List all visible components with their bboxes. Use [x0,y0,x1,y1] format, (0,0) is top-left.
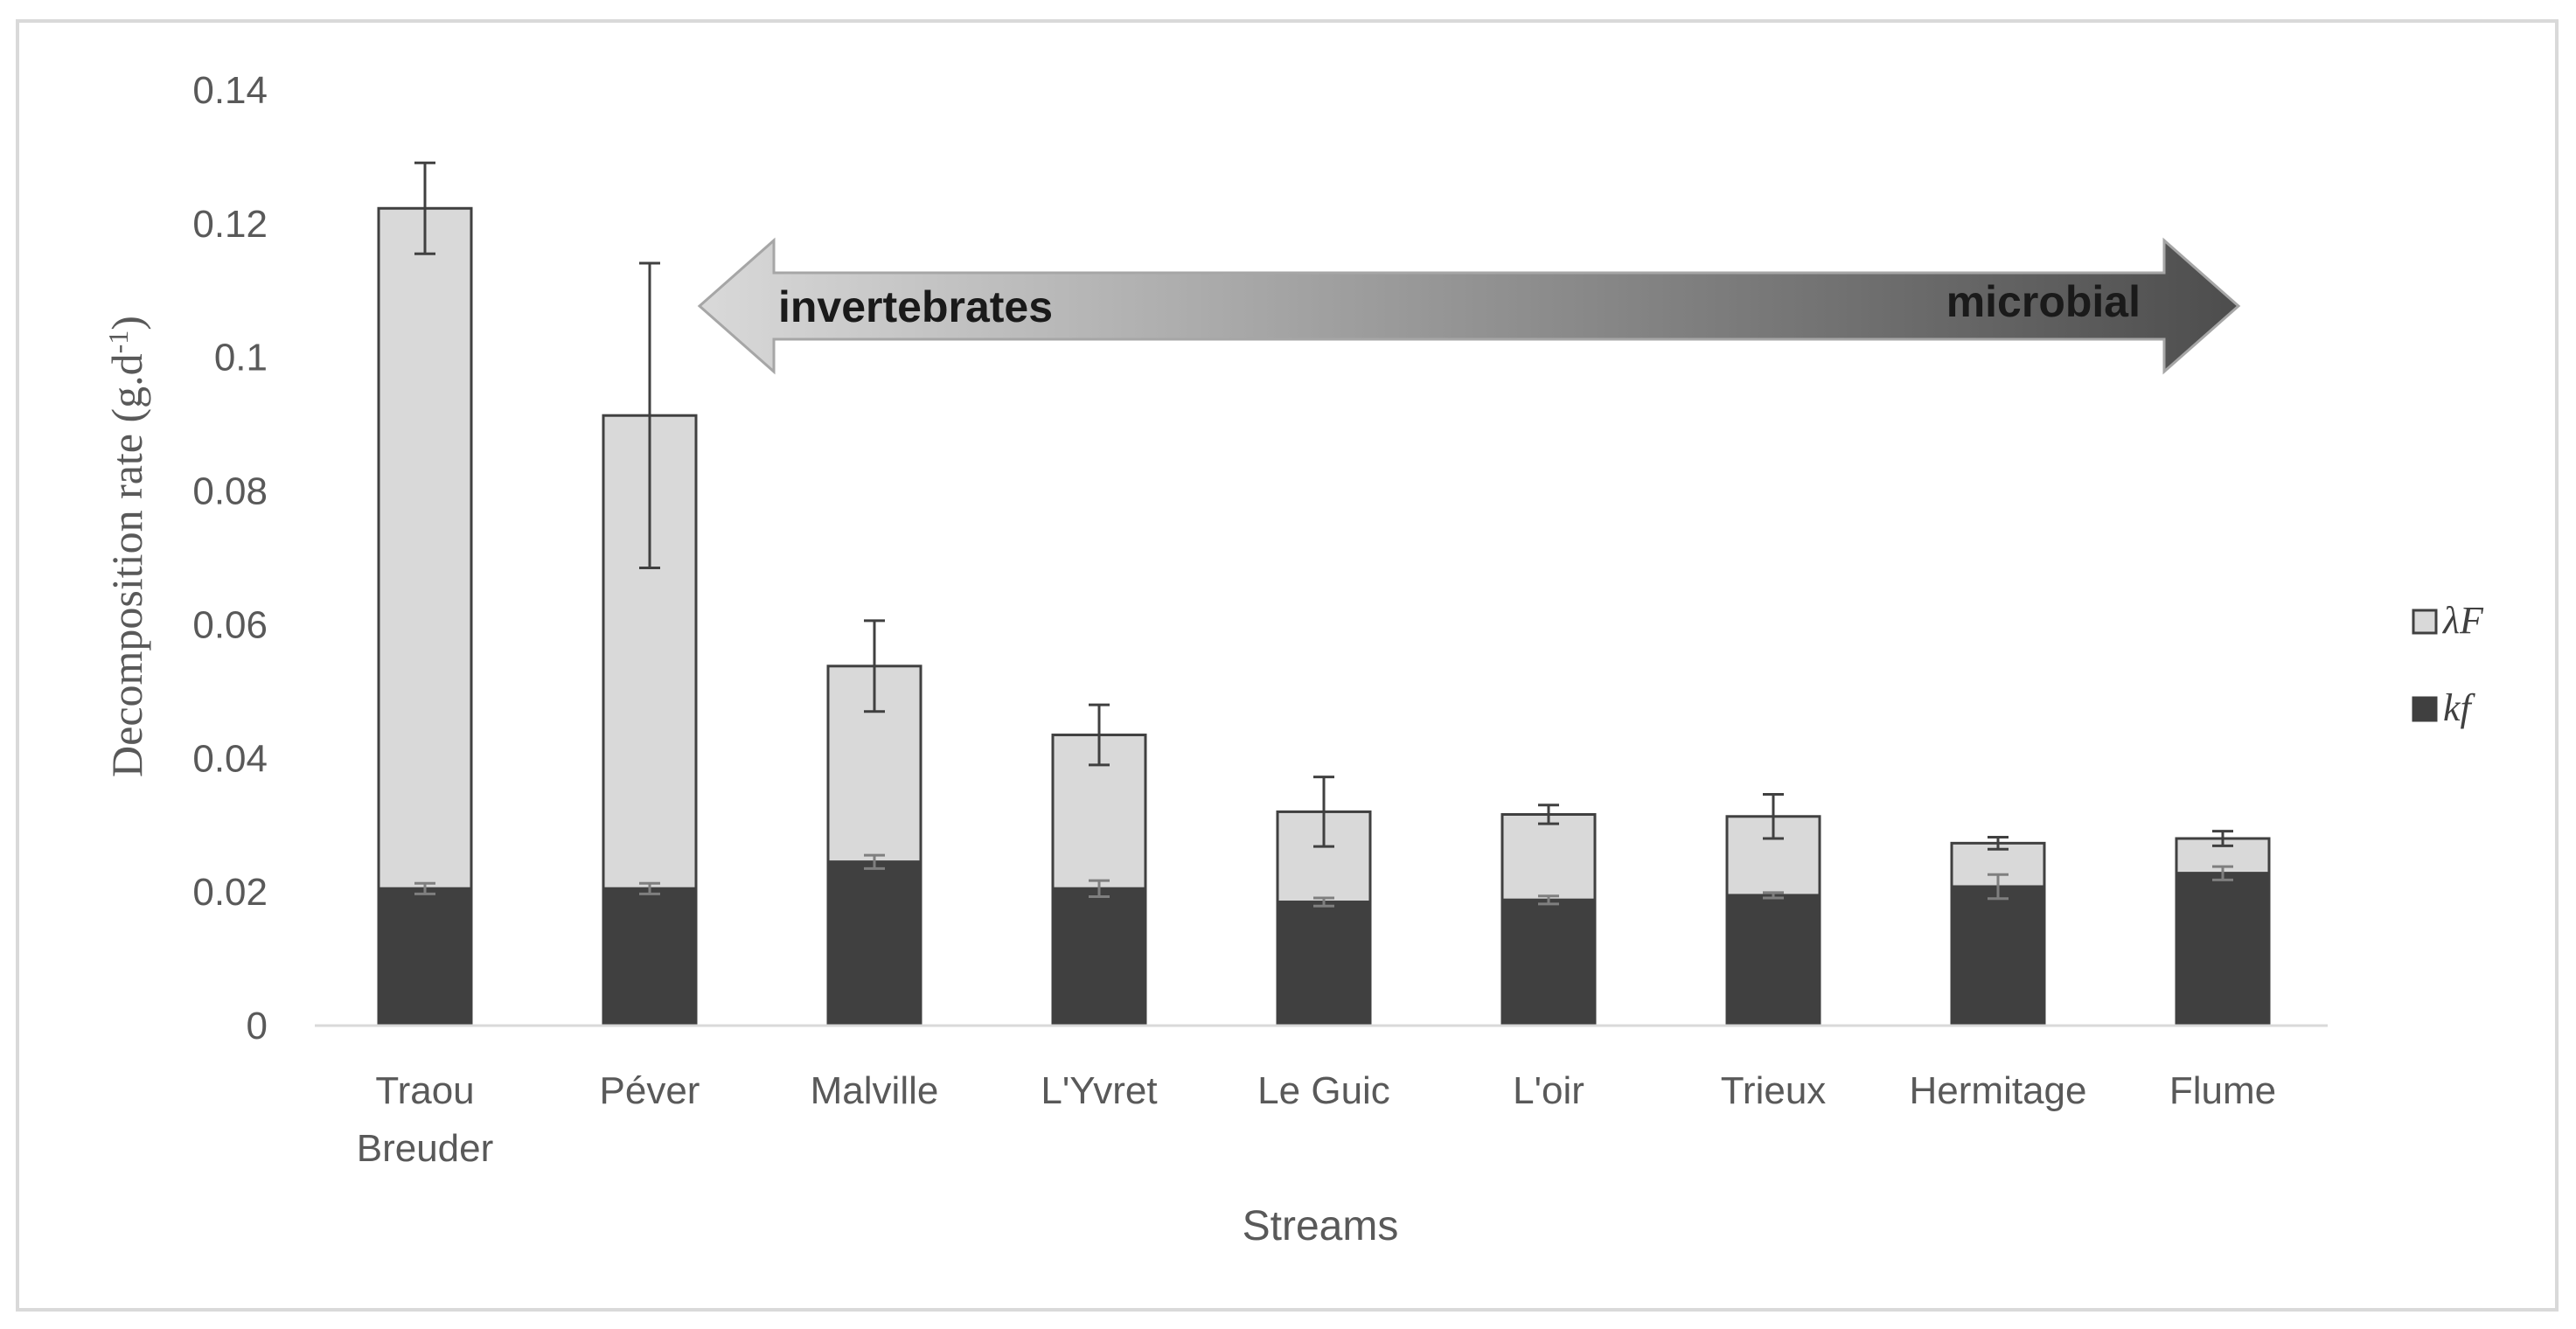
annotation-arrow: invertebrates microbial [697,237,2241,375]
bar-segment-kf [1500,898,1597,1027]
error-bars [414,161,2233,908]
x-tick-label: L'oir [1513,1069,1584,1112]
x-tick-label-line: Le Guic [1257,1069,1390,1112]
error-bar-kf [2212,865,2233,881]
error-bar-lambdaF [1538,804,1559,825]
x-tick-label: L'Yvret [1041,1069,1157,1112]
x-tick-label-line: Péver [600,1069,700,1112]
x-tick-label-line: Malville [811,1069,939,1112]
error-bar-kf [414,881,435,895]
bar-segment-kf [2175,872,2271,1027]
bar-segment-lambdaF [377,206,473,890]
x-tick-label: Trieux [1721,1069,1827,1112]
y-tick-label: 0 [247,1005,268,1047]
double-arrow-shape [697,237,2241,375]
y-tick-label: 0.02 [192,871,268,914]
legend-swatch-lambdaF [2412,609,2438,635]
x-tick-label-line: Flume [2169,1069,2276,1112]
x-tick-label-line: Traou [375,1069,474,1112]
error-bar-kf [1538,894,1559,906]
x-tick-label: Traou Breuder [357,1069,494,1170]
y-axis-title-superscript: -1 [102,331,134,354]
bar-segment-kf [1051,887,1147,1027]
bar-segment-kf [1950,885,2046,1027]
y-axis-title: Decomposition rate (g.d-1) [102,316,151,777]
x-tick-label: Hermitage [1910,1069,2087,1112]
arrow-label-microbial: microbial [1946,277,2141,326]
bar-segment-kf [602,887,698,1027]
bar-segment-kf [826,860,922,1027]
x-axis-tick-labels: Traou Breuder Péver Malville L'Yvret Le Guic L… [357,1069,2276,1170]
bar-segment-lambdaF [602,414,698,890]
error-bar-kf [1313,896,1334,908]
x-tick-label: Le Guic [1257,1069,1390,1112]
y-tick-label: 0.1 [214,337,268,379]
x-tick-label-line: L'oir [1513,1069,1584,1112]
error-bar-lambdaF [864,619,885,713]
y-tick-label: 0.04 [192,737,268,780]
y-tick-label: 0.14 [192,69,268,112]
x-tick-label-line: Hermitage [1910,1069,2087,1112]
x-tick-label: Flume [2169,1069,2276,1112]
error-bar-kf [1988,873,2009,901]
x-tick-label-line: Breuder [357,1127,494,1170]
error-bar-lambdaF [639,261,660,569]
error-bar-lambdaF [1313,776,1334,848]
bar-segment-lambdaF [1500,812,1597,901]
x-axis-title: Streams [1243,1203,1399,1249]
error-bar-lambdaF [414,161,435,255]
error-bar-lambdaF [1089,703,1110,767]
y-axis-title-suffix: ) [102,316,151,331]
bar-segment-kf [1725,894,1821,1027]
error-bar-lambdaF [2212,830,2233,847]
y-tick-label: 0.12 [192,203,268,246]
legend: λF kf [2412,599,2484,729]
legend-swatch-kf [2412,696,2438,722]
y-tick-label: 0.08 [192,470,268,513]
error-bar-lambdaF [1763,793,1784,840]
error-bar-kf [864,853,885,870]
bar-segment-kf [1276,901,1372,1027]
arrow-label-invertebrates: invertebrates [778,282,1053,331]
error-bar-kf [1763,891,1784,900]
error-bar-kf [639,881,660,895]
bar-segment-kf [377,887,473,1027]
error-bar-kf [1089,879,1110,898]
y-axis: 0 0.02 0.04 0.06 0.08 0.1 0.12 0.14 [192,69,268,1047]
error-bar-lambdaF [1988,835,2009,851]
x-tick-label: Malville [811,1069,939,1112]
legend-label-lambdaF: λF [2441,599,2484,642]
y-axis-title-main: Decomposition rate (g.d [102,353,151,777]
x-tick-label: Péver [600,1069,700,1112]
x-tick-label-line: L'Yvret [1041,1069,1157,1112]
legend-label-kf: kf [2443,686,2476,729]
x-tick-label-line: Trieux [1721,1069,1827,1112]
y-tick-label: 0.06 [192,603,268,646]
